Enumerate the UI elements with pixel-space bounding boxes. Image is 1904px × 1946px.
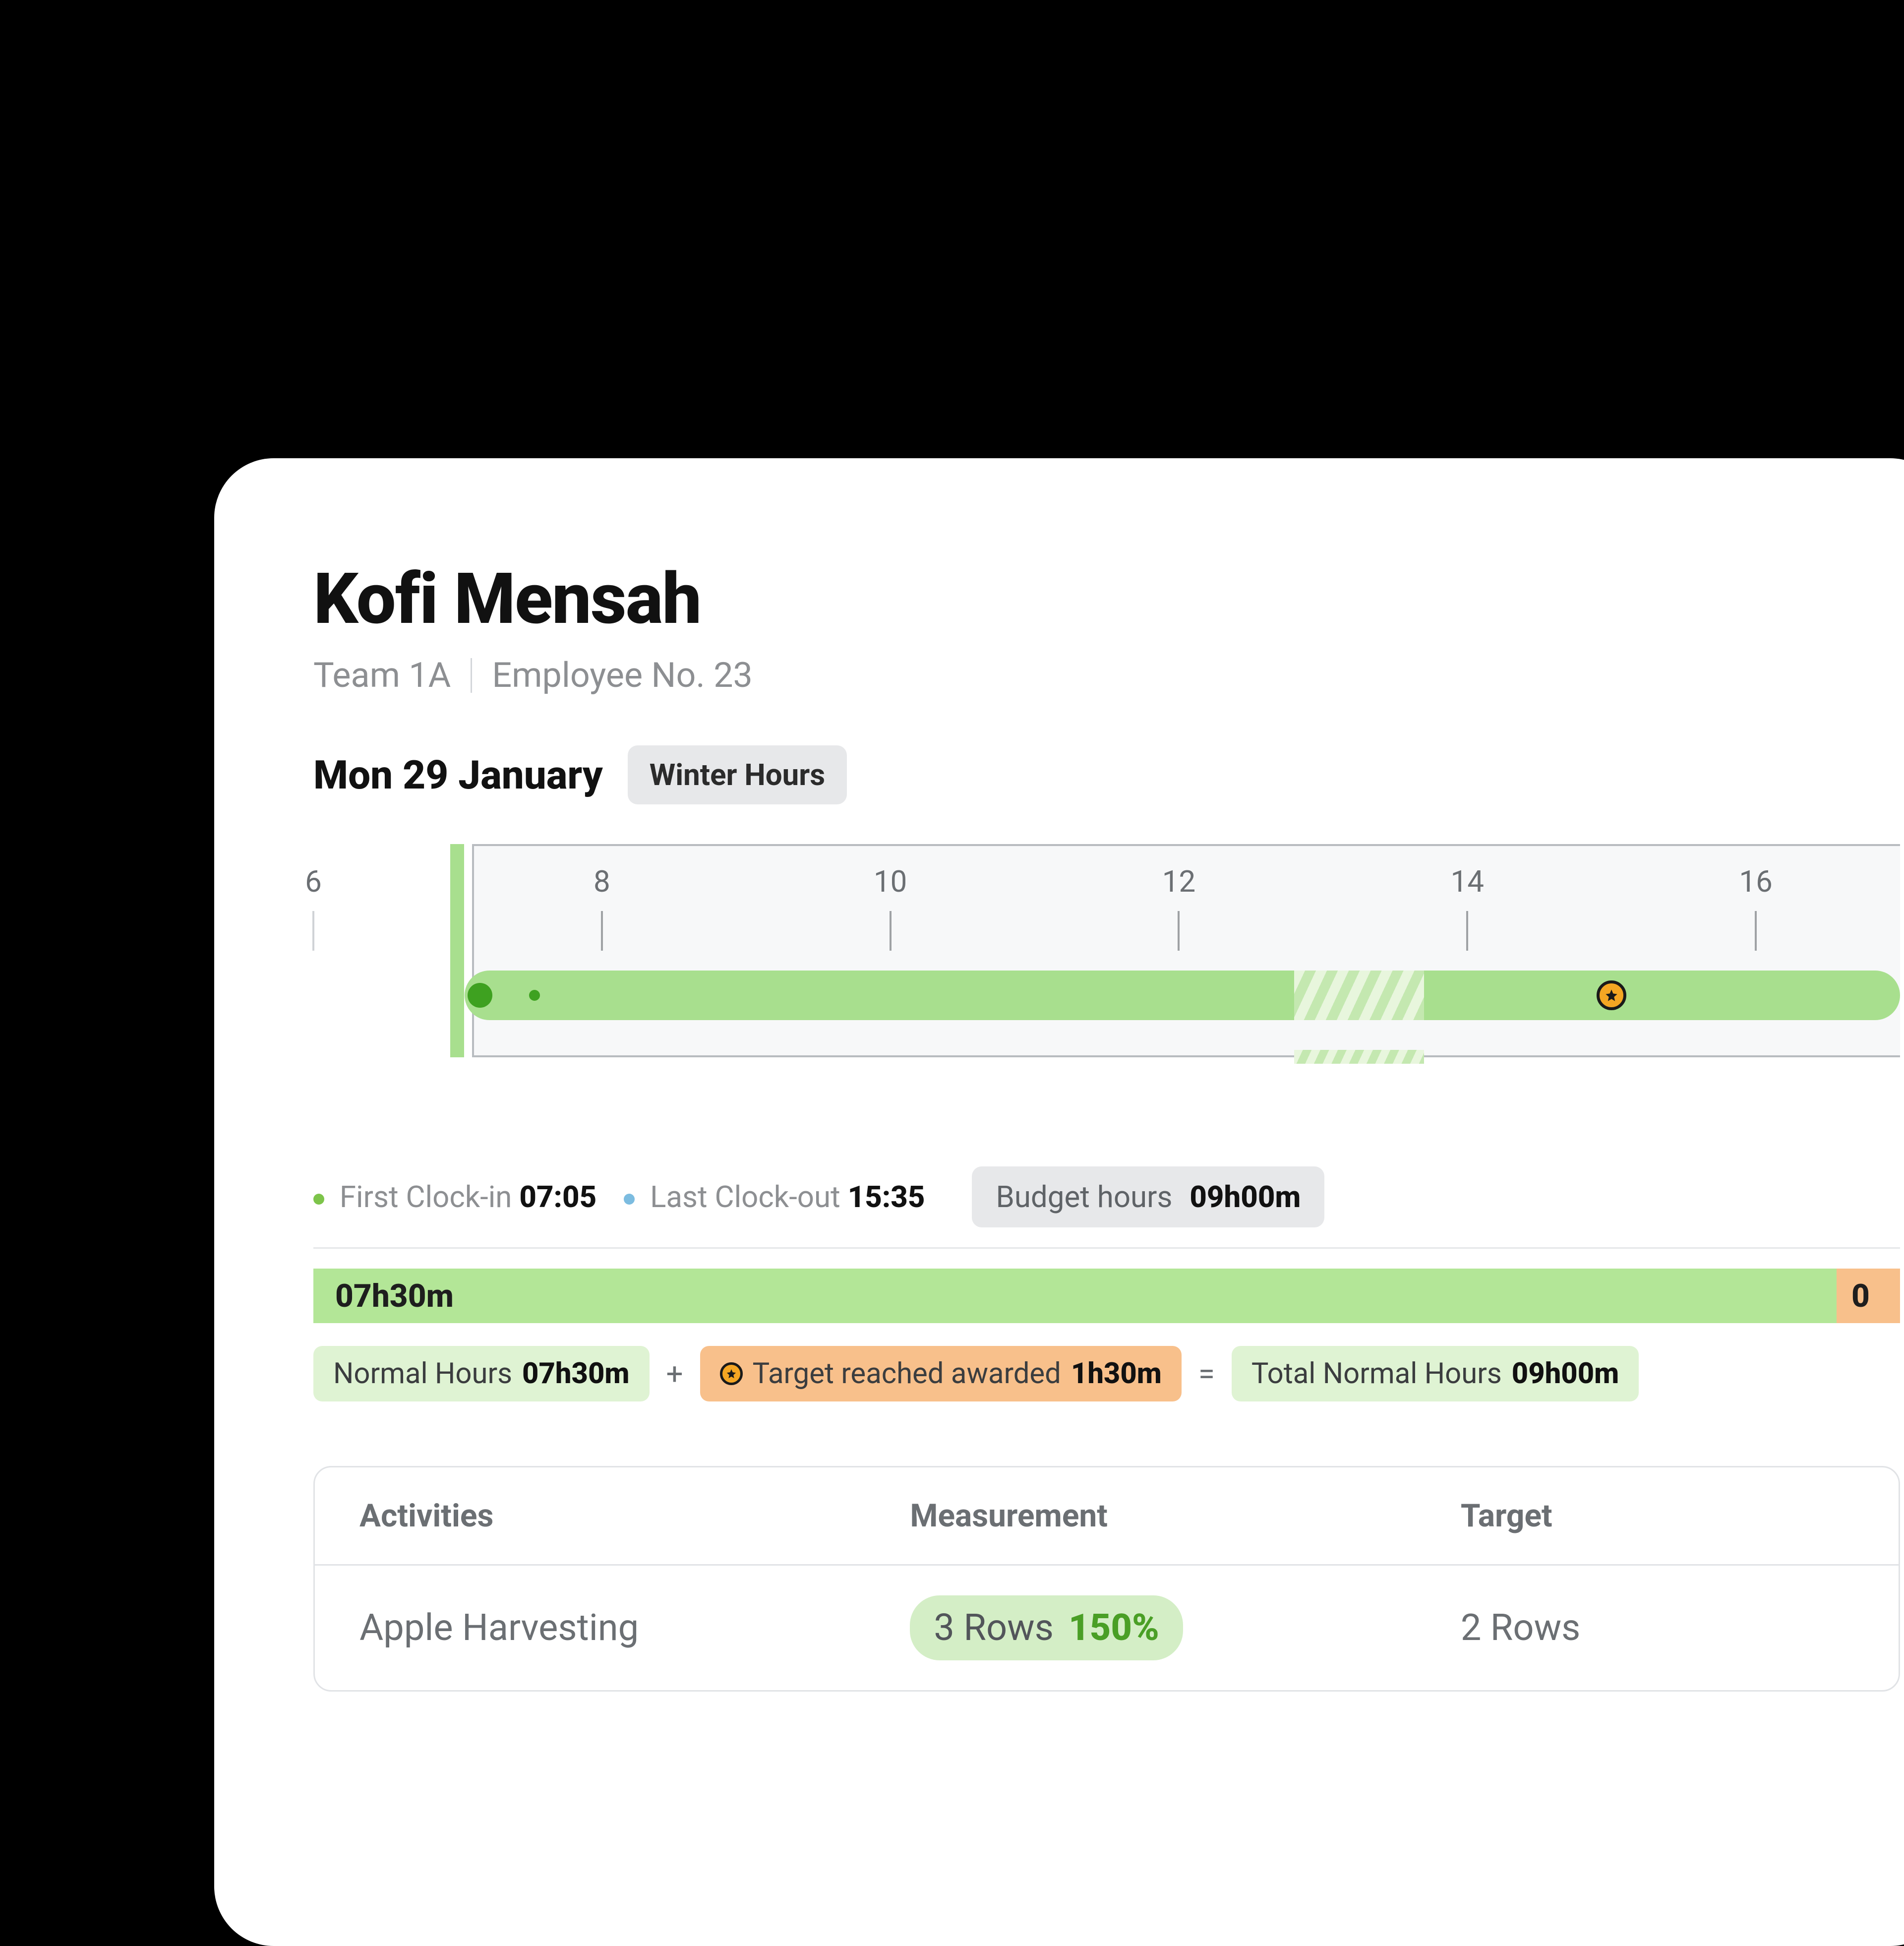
cell-activity: Apple Harvesting	[359, 1606, 910, 1649]
table-row[interactable]: Apple Harvesting 3 Rows 150% 2 Rows	[315, 1566, 1899, 1690]
timeline[interactable]: 6810121416	[313, 844, 1900, 1057]
chip-total-value: 09h00m	[1512, 1357, 1619, 1391]
break-marker-below	[1294, 1050, 1424, 1064]
chip-total-hours: Total Normal Hours 09h00m	[1232, 1346, 1639, 1401]
activities-table: Activities Measurement Target Apple Harv…	[313, 1466, 1900, 1692]
last-clockout-value: 15:35	[848, 1179, 925, 1215]
hour-label: 12	[1162, 864, 1195, 899]
date: Mon 29 January	[313, 752, 603, 798]
chip-normal-hours: Normal Hours 07h30m	[313, 1346, 650, 1401]
hour-tick	[890, 911, 892, 951]
measurement-pct: 150%	[1069, 1606, 1159, 1649]
divider	[471, 658, 472, 693]
employee-name: Kofi Mensah	[313, 557, 1900, 640]
hour-label: 8	[594, 864, 610, 899]
employee-team: Team 1A	[313, 655, 451, 696]
measurement-value: 3 Rows	[934, 1606, 1054, 1649]
chip-award-value: 1h30m	[1071, 1357, 1162, 1391]
table-header: Activities Measurement Target	[315, 1467, 1899, 1566]
dot-blue-icon	[624, 1194, 635, 1205]
operator-plus: +	[666, 1356, 683, 1392]
budget-hours-pill: Budget hours 09h00m	[972, 1166, 1324, 1227]
operator-equals: =	[1198, 1356, 1215, 1392]
chip-award-label: Target reached awarded	[753, 1357, 1061, 1391]
worked-bar[interactable]	[465, 971, 1900, 1020]
cell-target: 2 Rows	[1461, 1606, 1854, 1649]
schedule-badge: Winter Hours	[628, 745, 847, 804]
hour-label: 16	[1739, 864, 1772, 899]
date-row: Mon 29 January Winter Hours	[313, 745, 1900, 804]
dot-green-icon	[313, 1194, 324, 1205]
target-reached-icon[interactable]	[1597, 980, 1626, 1010]
divider-line	[313, 1247, 1900, 1249]
th-activities: Activities	[359, 1497, 910, 1534]
star-icon	[720, 1362, 743, 1385]
employee-day-card: Kofi Mensah Team 1A Employee No. 23 Mon …	[214, 458, 1904, 1946]
measurement-pill: 3 Rows 150%	[910, 1595, 1183, 1660]
card-content: Kofi Mensah Team 1A Employee No. 23 Mon …	[313, 557, 1900, 1692]
hours-bar-award: 0	[1837, 1269, 1900, 1323]
hours-bar-award-label: 0	[1851, 1277, 1870, 1315]
first-clockin-label: First Clock-in	[340, 1179, 512, 1215]
hour-label: 10	[874, 864, 907, 899]
last-clockout-label: Last Clock-out	[650, 1179, 840, 1215]
first-clockin-value: 07:05	[519, 1179, 596, 1215]
hours-bar: 07h30m 0	[313, 1269, 1900, 1323]
chip-normal-value: 07h30m	[522, 1357, 629, 1391]
th-measurement: Measurement	[910, 1497, 1460, 1534]
hours-equation: Normal Hours 07h30m + Target reached awa…	[313, 1346, 1900, 1401]
employee-number: Employee No. 23	[492, 655, 753, 696]
chip-award-hours: Target reached awarded 1h30m	[700, 1346, 1182, 1401]
schedule-start-marker	[450, 844, 464, 1057]
hour-tick	[601, 911, 603, 951]
hour-label: 14	[1451, 864, 1484, 899]
clock-row: First Clock-in 07:05 Last Clock-out 15:3…	[313, 1166, 1900, 1227]
th-target: Target	[1461, 1497, 1854, 1534]
chip-normal-label: Normal Hours	[333, 1357, 512, 1391]
budget-label: Budget hours	[996, 1179, 1172, 1215]
break-segment	[1294, 971, 1424, 1020]
hour-tick	[1178, 911, 1180, 951]
employee-subhead: Team 1A Employee No. 23	[313, 655, 1900, 696]
hour-tick	[1755, 911, 1757, 951]
budget-value: 09h00m	[1190, 1179, 1301, 1215]
hours-bar-normal: 07h30m	[313, 1269, 1837, 1323]
hour-label: 6	[305, 864, 322, 899]
hours-bar-normal-label: 07h30m	[335, 1277, 454, 1315]
hour-tick	[1466, 911, 1468, 951]
chip-total-label: Total Normal Hours	[1251, 1357, 1502, 1391]
hour-tick	[312, 911, 314, 951]
